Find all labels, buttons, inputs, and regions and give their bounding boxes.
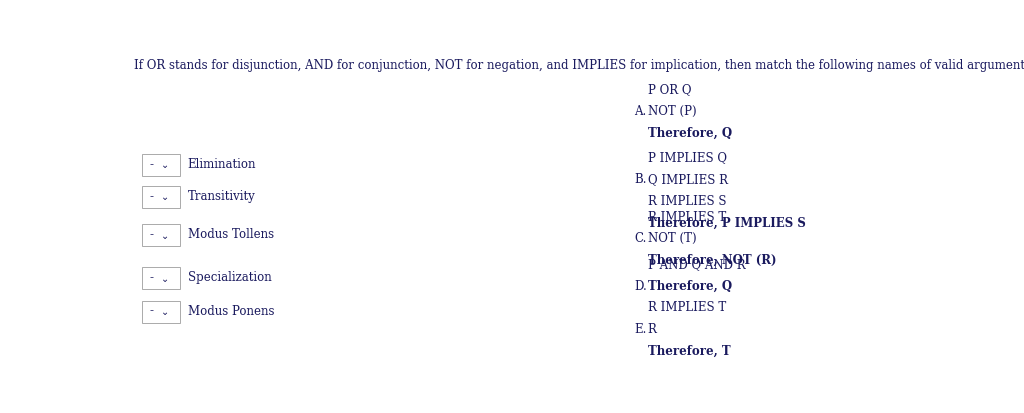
Text: ⌄: ⌄: [161, 306, 169, 316]
Text: -: -: [150, 271, 154, 283]
Text: -: -: [150, 304, 154, 317]
Text: R: R: [648, 322, 656, 335]
Text: P IMPLIES Q: P IMPLIES Q: [648, 151, 727, 164]
Text: -: -: [150, 157, 154, 171]
Text: Therefore, NOT (R): Therefore, NOT (R): [648, 253, 776, 266]
Text: Therefore, Q: Therefore, Q: [648, 126, 732, 139]
FancyBboxPatch shape: [142, 225, 180, 247]
Text: Therefore, Q: Therefore, Q: [648, 279, 732, 292]
Text: Q IMPLIES R: Q IMPLIES R: [648, 173, 728, 186]
Text: Therefore, P IMPLIES S: Therefore, P IMPLIES S: [648, 216, 806, 229]
Text: C.: C.: [634, 232, 647, 244]
FancyBboxPatch shape: [142, 154, 180, 177]
FancyBboxPatch shape: [142, 186, 180, 209]
Text: NOT (T): NOT (T): [648, 232, 696, 244]
Text: -: -: [150, 189, 154, 202]
Text: ⌄: ⌄: [161, 160, 169, 170]
Text: A.: A.: [634, 104, 646, 117]
Text: B.: B.: [634, 173, 647, 186]
Text: Therefore, T: Therefore, T: [648, 344, 730, 357]
Text: E.: E.: [634, 322, 647, 335]
Text: R IMPLIES S: R IMPLIES S: [648, 195, 726, 207]
Text: Transitivity: Transitivity: [187, 189, 255, 202]
Text: P AND Q AND R: P AND Q AND R: [648, 258, 745, 271]
Text: P OR Q: P OR Q: [648, 83, 691, 96]
Text: Modus Tollens: Modus Tollens: [187, 228, 273, 240]
Text: D.: D.: [634, 279, 647, 292]
Text: Elimination: Elimination: [187, 157, 256, 171]
Text: Specialization: Specialization: [187, 271, 271, 283]
Text: -: -: [150, 228, 154, 240]
Text: R IMPLIES T: R IMPLIES T: [648, 210, 726, 223]
Text: ⌄: ⌄: [161, 192, 169, 202]
FancyBboxPatch shape: [142, 301, 180, 323]
Text: If OR stands for disjunction, AND for conjunction, NOT for negation, and IMPLIES: If OR stands for disjunction, AND for co…: [134, 59, 1024, 72]
Text: ⌄: ⌄: [161, 273, 169, 283]
Text: ⌄: ⌄: [161, 230, 169, 240]
Text: Modus Ponens: Modus Ponens: [187, 304, 274, 317]
Text: R IMPLIES T: R IMPLIES T: [648, 301, 726, 313]
FancyBboxPatch shape: [142, 267, 180, 290]
Text: NOT (P): NOT (P): [648, 104, 696, 117]
